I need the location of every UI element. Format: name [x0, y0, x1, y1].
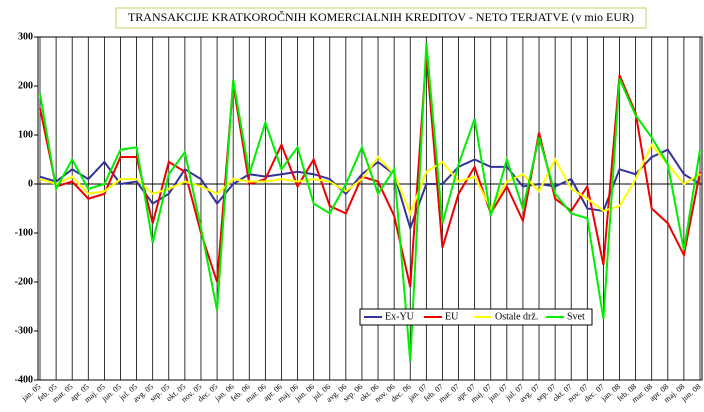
- y-tick-label: 200: [18, 80, 33, 91]
- y-tick-label: 0: [28, 178, 33, 189]
- legend-label: Ostale drž.: [495, 311, 538, 322]
- y-tick-label: -100: [15, 227, 33, 238]
- legend-label: Svet: [567, 311, 585, 322]
- chart-title: TRANSAKCIJE KRATKOROČNIH KOMERCIALNIH KR…: [128, 10, 634, 24]
- y-tick-label: -300: [15, 325, 33, 336]
- legend-label: EU: [445, 311, 459, 322]
- y-tick-label: 100: [18, 129, 33, 140]
- y-tick-label: 300: [18, 31, 33, 42]
- title-box: [115, 7, 647, 29]
- y-tick-label: -200: [15, 276, 33, 287]
- y-tick-label: -400: [15, 374, 33, 385]
- series-line: [39, 42, 701, 362]
- legend-label: Ex-YU: [385, 311, 415, 322]
- plot-area: [37, 36, 703, 381]
